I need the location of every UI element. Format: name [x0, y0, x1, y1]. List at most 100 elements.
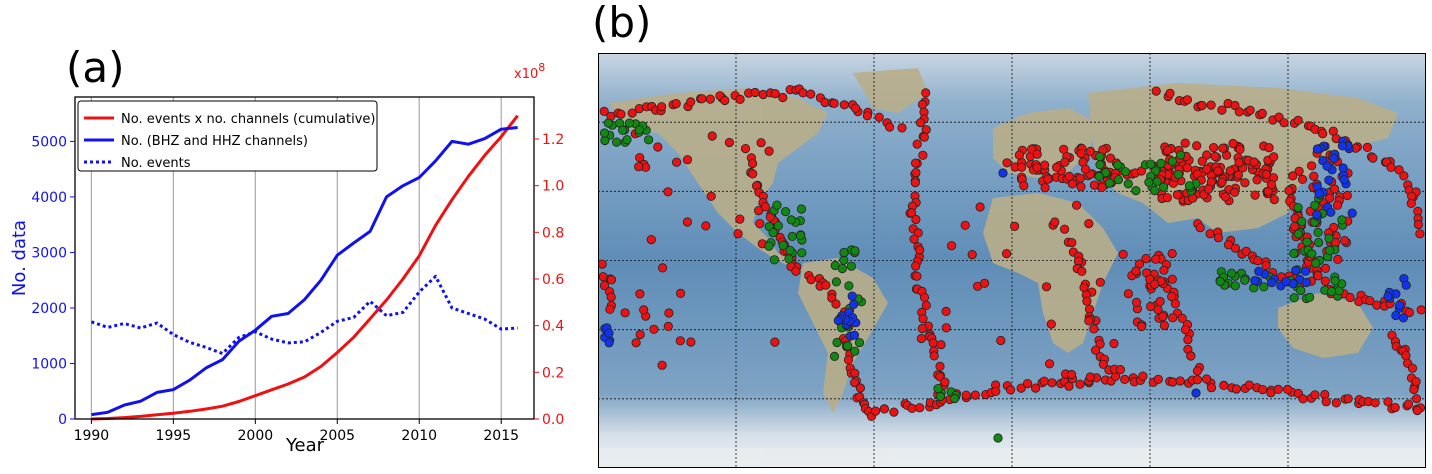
earthquake-marker [785, 245, 795, 255]
earthquake-marker [1066, 369, 1077, 380]
earthquake-marker [1300, 266, 1311, 276]
earthquake-marker [1208, 143, 1219, 153]
earthquake-marker [605, 304, 615, 314]
earthquake-marker [1180, 324, 1191, 335]
earthquake-marker [915, 245, 925, 255]
earthquake-marker [1118, 249, 1128, 259]
earthquake-marker [839, 255, 849, 265]
series-line-0 [91, 114, 519, 421]
legend-label: No. events [121, 156, 191, 171]
earthquake-marker [760, 202, 770, 212]
earthquake-marker [672, 157, 682, 167]
earthquake-marker [979, 278, 990, 288]
earthquake-marker [1168, 313, 1178, 323]
earthquake-marker [918, 314, 928, 324]
earthquake-marker [663, 321, 673, 331]
earthquake-marker [1401, 351, 1411, 361]
earthquake-marker [1120, 374, 1130, 384]
earthquake-marker [1264, 143, 1274, 153]
earthquake-marker [1002, 158, 1012, 168]
y-tick-label: 3000 [31, 245, 67, 261]
earthquake-marker [1076, 182, 1086, 192]
earthquake-marker [1339, 175, 1349, 185]
earthquake-marker [1395, 300, 1405, 310]
y2-axis-ticks: 0.0 0.2 0.4 0.6 0.8 1.0 1.2 [534, 132, 564, 428]
earthquake-marker [796, 204, 807, 214]
earthquake-marker [1067, 179, 1077, 189]
panel-b: (b) [592, 0, 651, 47]
earthquake-marker [643, 135, 654, 145]
earthquake-marker [604, 338, 614, 348]
earthquake-marker [1370, 398, 1380, 408]
y2-tick-label: 0.0 [542, 412, 564, 428]
earthquake-marker [909, 234, 919, 244]
earthquake-marker [1162, 193, 1172, 203]
earthquake-marker [821, 280, 831, 290]
earthquake-marker [935, 391, 945, 402]
earthquake-marker [764, 146, 774, 156]
earthquake-markers [598, 84, 1426, 443]
earthquake-marker [1151, 254, 1161, 264]
earthquake-marker [1297, 217, 1307, 227]
earthquake-marker [1401, 280, 1411, 290]
earthquake-marker [1206, 100, 1216, 110]
earthquake-marker [929, 351, 939, 361]
earthquake-marker [1415, 229, 1425, 239]
earthquake-marker [603, 118, 613, 128]
earthquake-marker [1226, 268, 1237, 278]
earthquake-marker [686, 337, 696, 347]
earthquake-marker [1313, 271, 1323, 281]
earthquake-marker [653, 142, 663, 152]
earthquake-marker [1043, 174, 1053, 184]
earthquake-marker [1113, 175, 1124, 185]
x-tick-label: 2005 [319, 428, 355, 444]
earthquake-marker [1047, 378, 1057, 388]
earthquake-marker [1150, 186, 1160, 196]
earthquake-marker [1113, 160, 1123, 170]
earthquake-marker [1290, 222, 1300, 232]
earthquake-marker [1144, 177, 1154, 187]
earthquake-marker [657, 360, 667, 370]
earthquake-marker [706, 191, 716, 201]
earthquake-marker [1337, 141, 1348, 151]
x-tick-label: 2015 [483, 428, 519, 444]
earthquake-marker [622, 135, 632, 145]
plot-frame [74, 96, 535, 420]
earthquake-marker [756, 138, 766, 148]
earthquake-marker [928, 338, 938, 348]
earthquake-marker [1159, 265, 1169, 275]
earthquake-marker [755, 219, 765, 229]
earthquake-marker [770, 88, 780, 99]
x-tick-label: 1995 [156, 428, 192, 444]
earthquake-marker [618, 125, 628, 135]
earthquake-marker [941, 323, 951, 333]
earthquake-marker [635, 329, 645, 340]
earthquake-marker [1345, 292, 1355, 303]
y2-tick-label: 0.4 [542, 319, 564, 335]
earthquake-marker [1289, 248, 1299, 258]
earthquake-marker [1082, 296, 1092, 306]
earthquake-marker [911, 214, 921, 225]
earthquake-marker [1399, 171, 1409, 181]
earthquake-marker [769, 255, 779, 265]
earthquake-marker [1289, 293, 1299, 303]
earthquake-marker [1067, 238, 1077, 248]
earthquake-marker [1041, 282, 1052, 292]
earthquake-marker [1245, 105, 1255, 115]
earthquake-marker [949, 393, 960, 404]
earthquake-marker [1372, 300, 1382, 310]
earthquake-marker [1156, 158, 1166, 169]
earthquake-marker [1151, 86, 1161, 96]
earthquake-marker [1312, 210, 1322, 220]
earthquake-marker [1266, 180, 1277, 190]
earthquake-marker [791, 266, 801, 276]
earthquake-marker [1326, 207, 1336, 217]
earthquake-marker [1184, 181, 1195, 191]
earthquake-marker [1409, 384, 1419, 395]
y-tick-label: 0 [58, 412, 67, 428]
earthquake-marker [705, 94, 715, 104]
earthquake-marker [1050, 217, 1060, 227]
earthquake-marker [1001, 249, 1012, 259]
earthquake-marker [1192, 366, 1203, 376]
earthquake-marker [1155, 296, 1165, 307]
